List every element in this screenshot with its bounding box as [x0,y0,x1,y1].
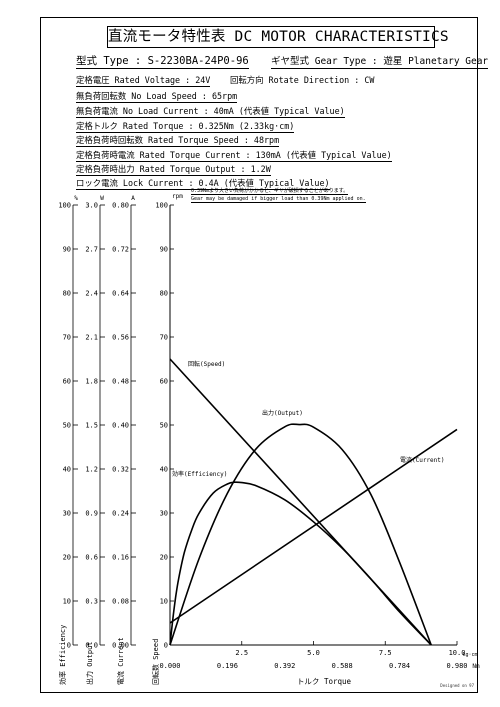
output-tick-label: 2.4 [85,290,98,298]
current-axis-unit: A [131,195,135,202]
torque-nm-unit: Nm [472,663,480,670]
speed-tick-label: 20 [160,554,168,562]
speed-axis-label: 回転数 Speed [151,639,160,685]
output-tick-label: 0.3 [85,598,98,606]
gear-type: ギヤ型式 Gear Type : 遊星 Planetary Gear [271,56,489,69]
speed-tick-label: 70 [160,334,168,342]
current-tick-label: 0.56 [112,334,129,342]
efficiency-tick-label: 90 [63,246,71,254]
spec-rated-torque-current: 定格負荷時電流 Rated Torque Current : 130mA (代表… [76,150,392,162]
output-axis-unit: W [100,195,104,202]
speed-tick-label: 10 [160,598,168,606]
current-tick-label: 0.24 [112,510,129,518]
current-curve-label: 電流(Current) [400,456,445,464]
speed-curve-label: 回転(Speed) [188,360,225,368]
speed-tick-label: 0 [164,642,168,650]
output-tick-label: 0.0 [85,642,98,650]
efficiency-tick-label: 30 [63,510,71,518]
spec-rated-torque-speed: 定格負荷時回転数 Rated Torque Speed : 48rpm [76,135,280,147]
efficiency-tick-label: 40 [63,466,71,474]
sheet-frame [40,17,478,693]
current-tick-label: 0.48 [112,378,129,386]
speed-tick-label: 60 [160,378,168,386]
spec-rotate-direction: 回転方向 Rotate Direction : CW [230,75,375,85]
efficiency-tick-label: 80 [63,290,71,298]
speed-tick-label: 30 [160,510,168,518]
speed-tick-label: 40 [160,466,168,474]
output-tick-label: 2.1 [85,334,98,342]
spec-rated-voltage: 定格電圧 Rated Voltage : 24V [76,75,211,87]
torque-nm-tick-label: 0.980 [446,662,467,670]
speed-curve [169,358,432,646]
output-tick-label: 0.9 [85,510,98,518]
torque-kgcm-unit: kg·cm [462,652,477,658]
speed-tick-label: 90 [160,246,168,254]
efficiency-tick-label: 20 [63,554,71,562]
torque-nm-tick-label: 0.196 [217,662,238,670]
gear-warning-jp: 0.39Nmより大きい負荷がかかると、ギヤが破損することがあります。 [191,188,349,195]
spec-no-load-current: 無負荷電流 No Load Current : 40mA (代表値 Typica… [76,106,345,118]
current-curve [169,428,458,624]
spec-no-load-speed: 無負荷回転数 No Load Speed : 65rpm [76,91,238,103]
efficiency-axis-unit: % [74,195,78,202]
output-curve [169,423,432,646]
current-tick-label: 0.80 [112,202,129,210]
efficiency-curve [169,481,432,646]
efficiency-tick-label: 70 [63,334,71,342]
current-axis-label: 電流 Current [116,637,125,685]
efficiency-tick-label: 100 [58,202,71,210]
current-tick-label: 0.40 [112,422,129,430]
output-tick-label: 1.8 [85,378,98,386]
spec-lock-current: ロック電流 Lock Current : 0.4A (代表値 Typical V… [76,178,330,190]
efficiency-tick-label: 0 [67,642,71,650]
output-axis-label: 出力 Output [85,641,94,685]
speed-tick-label: 80 [160,290,168,298]
efficiency-tick-label: 10 [63,598,71,606]
torque-nm-tick-label: 0.000 [159,662,180,670]
current-tick-label: 0.64 [112,290,129,298]
torque-nm-tick-label: 0.392 [274,662,295,670]
speed-tick-label: 100 [155,202,168,210]
efficiency-axis-label: 効率 Efficiency [58,625,67,685]
output-tick-label: 0.6 [85,554,98,562]
output-tick-label: 1.2 [85,466,98,474]
torque-axis-label: トルク Torque [297,677,352,686]
speed-axis-unit: rpm [172,193,183,200]
current-tick-label: 0.00 [112,642,129,650]
torque-kgcm-tick-label: 5.0 [307,649,320,657]
speed-tick-label: 50 [160,422,168,430]
current-tick-label: 0.16 [112,554,129,562]
current-tick-label: 0.08 [112,598,129,606]
efficiency-tick-label: 50 [63,422,71,430]
torque-kgcm-tick-label: 10.0 [449,649,466,657]
model-type: 型式 Type : S-2230BA-24P0-96 [76,55,249,69]
spec-rated-torque: 定格トルク Rated Torque : 0.325Nm (2.33kg·cm) [76,121,295,133]
efficiency-tick-label: 60 [63,378,71,386]
efficiency-curve-label: 効率(Efficiency) [172,470,227,478]
torque-nm-tick-label: 0.588 [332,662,353,670]
torque-kgcm-tick-label: 2.5 [235,649,248,657]
torque-nm-tick-label: 0.784 [389,662,410,670]
spec-rated-torque-output: 定格負荷時出力 Rated Torque Output : 1.2W [76,164,271,176]
output-tick-label: 2.7 [85,246,98,254]
output-tick-label: 1.5 [85,422,98,430]
gear-warning-en: Gear may be damaged if bigger load than … [191,196,366,203]
torque-kgcm-tick-label: 7.5 [379,649,392,657]
current-tick-label: 0.72 [112,246,129,254]
page-title: 直流モータ特性表 DC MOTOR CHARACTERISTICS [107,26,449,48]
output-curve-label: 出力(Output) [262,409,303,417]
output-tick-label: 3.0 [85,202,98,210]
current-tick-label: 0.32 [112,466,129,474]
designed-note: Designed on 97 [440,683,474,688]
